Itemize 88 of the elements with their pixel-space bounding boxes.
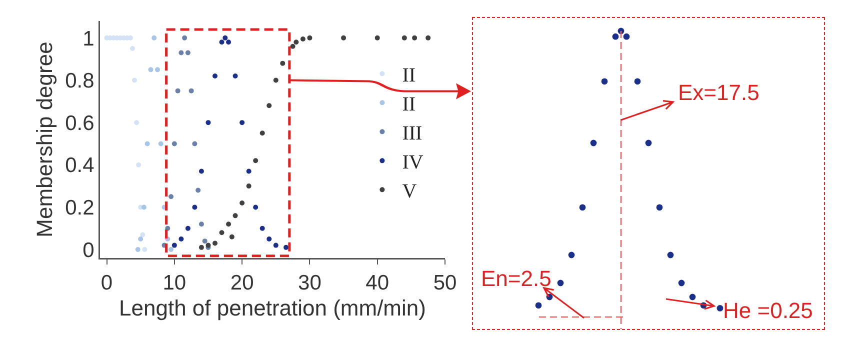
point [148,67,154,72]
point [178,50,184,56]
point [426,35,431,40]
legend-label: II [402,64,416,86]
point [152,35,157,40]
point [185,50,190,56]
y-tick-label: 0.2 [65,196,94,220]
point [212,74,218,79]
point [188,88,194,94]
y-tick-label: 0.4 [65,154,95,178]
point [253,158,258,164]
text: En=2.5 [481,266,552,291]
legend-label: II [402,93,416,116]
x-tick-label: 40 [366,272,390,295]
y-tick-label: 1 [82,27,94,50]
point [192,141,198,146]
point [168,194,174,200]
point [229,234,234,240]
point [182,35,188,40]
legend-label: III [402,122,422,144]
point [260,226,265,231]
point [168,247,174,252]
point [240,200,245,206]
point [307,35,312,40]
point [185,226,190,231]
point [135,247,140,252]
point [219,40,224,45]
point [222,35,228,40]
x-axis-title: Length of penetration (mm/min) [119,295,426,320]
point [192,204,198,210]
point [144,141,150,146]
y-tick-label: 0.6 [65,112,94,135]
point [280,60,286,66]
point [266,236,272,242]
point [140,232,146,238]
point [226,40,232,45]
point [175,88,180,94]
point [226,222,232,227]
legend-label: IV [402,151,424,174]
point [134,120,140,126]
point [198,168,204,174]
point [273,242,278,248]
point [172,141,177,146]
point [246,184,252,189]
point [141,204,146,210]
point [198,222,204,227]
point [273,78,278,83]
point [130,46,135,52]
point [284,244,289,250]
point [138,236,144,242]
point [240,120,245,126]
point [132,78,137,83]
y-tick-label: 0.8 [65,70,94,93]
point [206,120,211,126]
x-tick-label: 50 [433,272,457,295]
y-axis-title: Membership degree [32,42,58,238]
point [142,247,148,252]
point [374,35,380,40]
point [198,244,204,250]
point [253,204,258,210]
point [341,35,346,40]
point [196,188,201,193]
point [266,103,272,108]
point [260,130,265,136]
x-tick-label: 30 [298,272,322,295]
point [155,67,160,72]
point [402,35,407,40]
point [178,236,184,242]
text: Ex=17.5 [678,80,760,105]
point [232,74,238,79]
point [412,35,418,40]
point [246,168,252,174]
x-tick-label: 20 [230,272,254,295]
point [212,240,218,246]
point [294,40,299,45]
legend-label: V [402,180,418,202]
point [202,238,208,244]
point [172,242,177,248]
point [219,230,224,236]
text: He =0.25 [723,298,813,323]
point [300,36,306,42]
x-tick-label: 0 [100,272,113,295]
point [232,213,238,218]
y-tick-label: 0 [82,238,94,262]
point [136,162,142,168]
x-tick-label: 10 [162,272,186,295]
point [158,141,164,146]
point [290,44,296,49]
